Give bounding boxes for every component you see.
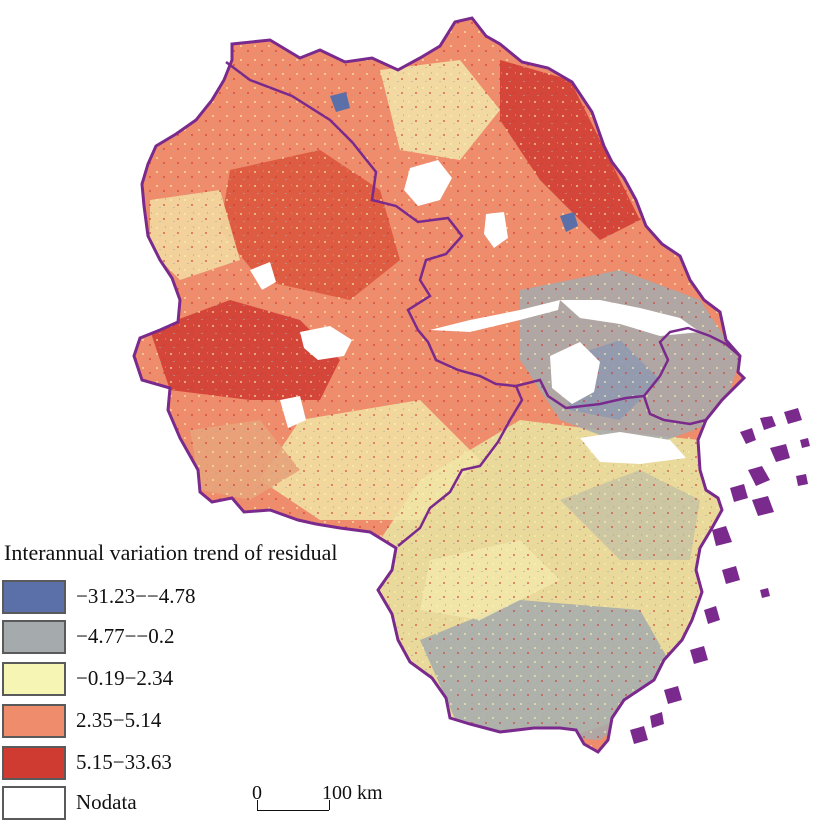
legend-label: −31.23−−4.78 — [76, 584, 196, 608]
scale-start-label: 0 — [252, 782, 262, 804]
legend-label: −4.77−−0.2 — [76, 624, 175, 648]
legend-item: 2.35−5.14 — [2, 704, 302, 740]
scale-tick — [329, 800, 330, 810]
scale-tick — [257, 800, 258, 810]
legend-label: −0.19−2.34 — [76, 666, 174, 690]
offshore-islands — [630, 408, 810, 744]
province-boundaries — [225, 61, 741, 547]
scale-bar: 0 100 km — [250, 782, 410, 822]
legend-item: −4.77−−0.2 — [2, 620, 302, 656]
legend-label: 5.15−33.63 — [76, 750, 172, 774]
legend-item: 5.15−33.63 — [2, 746, 302, 782]
legend-swatch — [2, 786, 66, 820]
legend-item: Nodata — [2, 786, 302, 822]
legend-swatch — [2, 704, 66, 738]
legend-label: 2.35−5.14 — [76, 708, 162, 732]
legend-swatch — [2, 580, 66, 614]
legend-item: −31.23−−4.78 — [2, 580, 302, 616]
legend-swatch — [2, 662, 66, 696]
legend-item: −0.19−2.34 — [2, 662, 302, 698]
scale-end-label: 100 km — [322, 782, 383, 804]
legend-label: Nodata — [76, 790, 137, 814]
legend-title: Interannual variation trend of residual — [4, 540, 338, 565]
legend-swatch — [2, 620, 66, 654]
scale-line — [257, 810, 329, 811]
legend-swatch — [2, 746, 66, 780]
